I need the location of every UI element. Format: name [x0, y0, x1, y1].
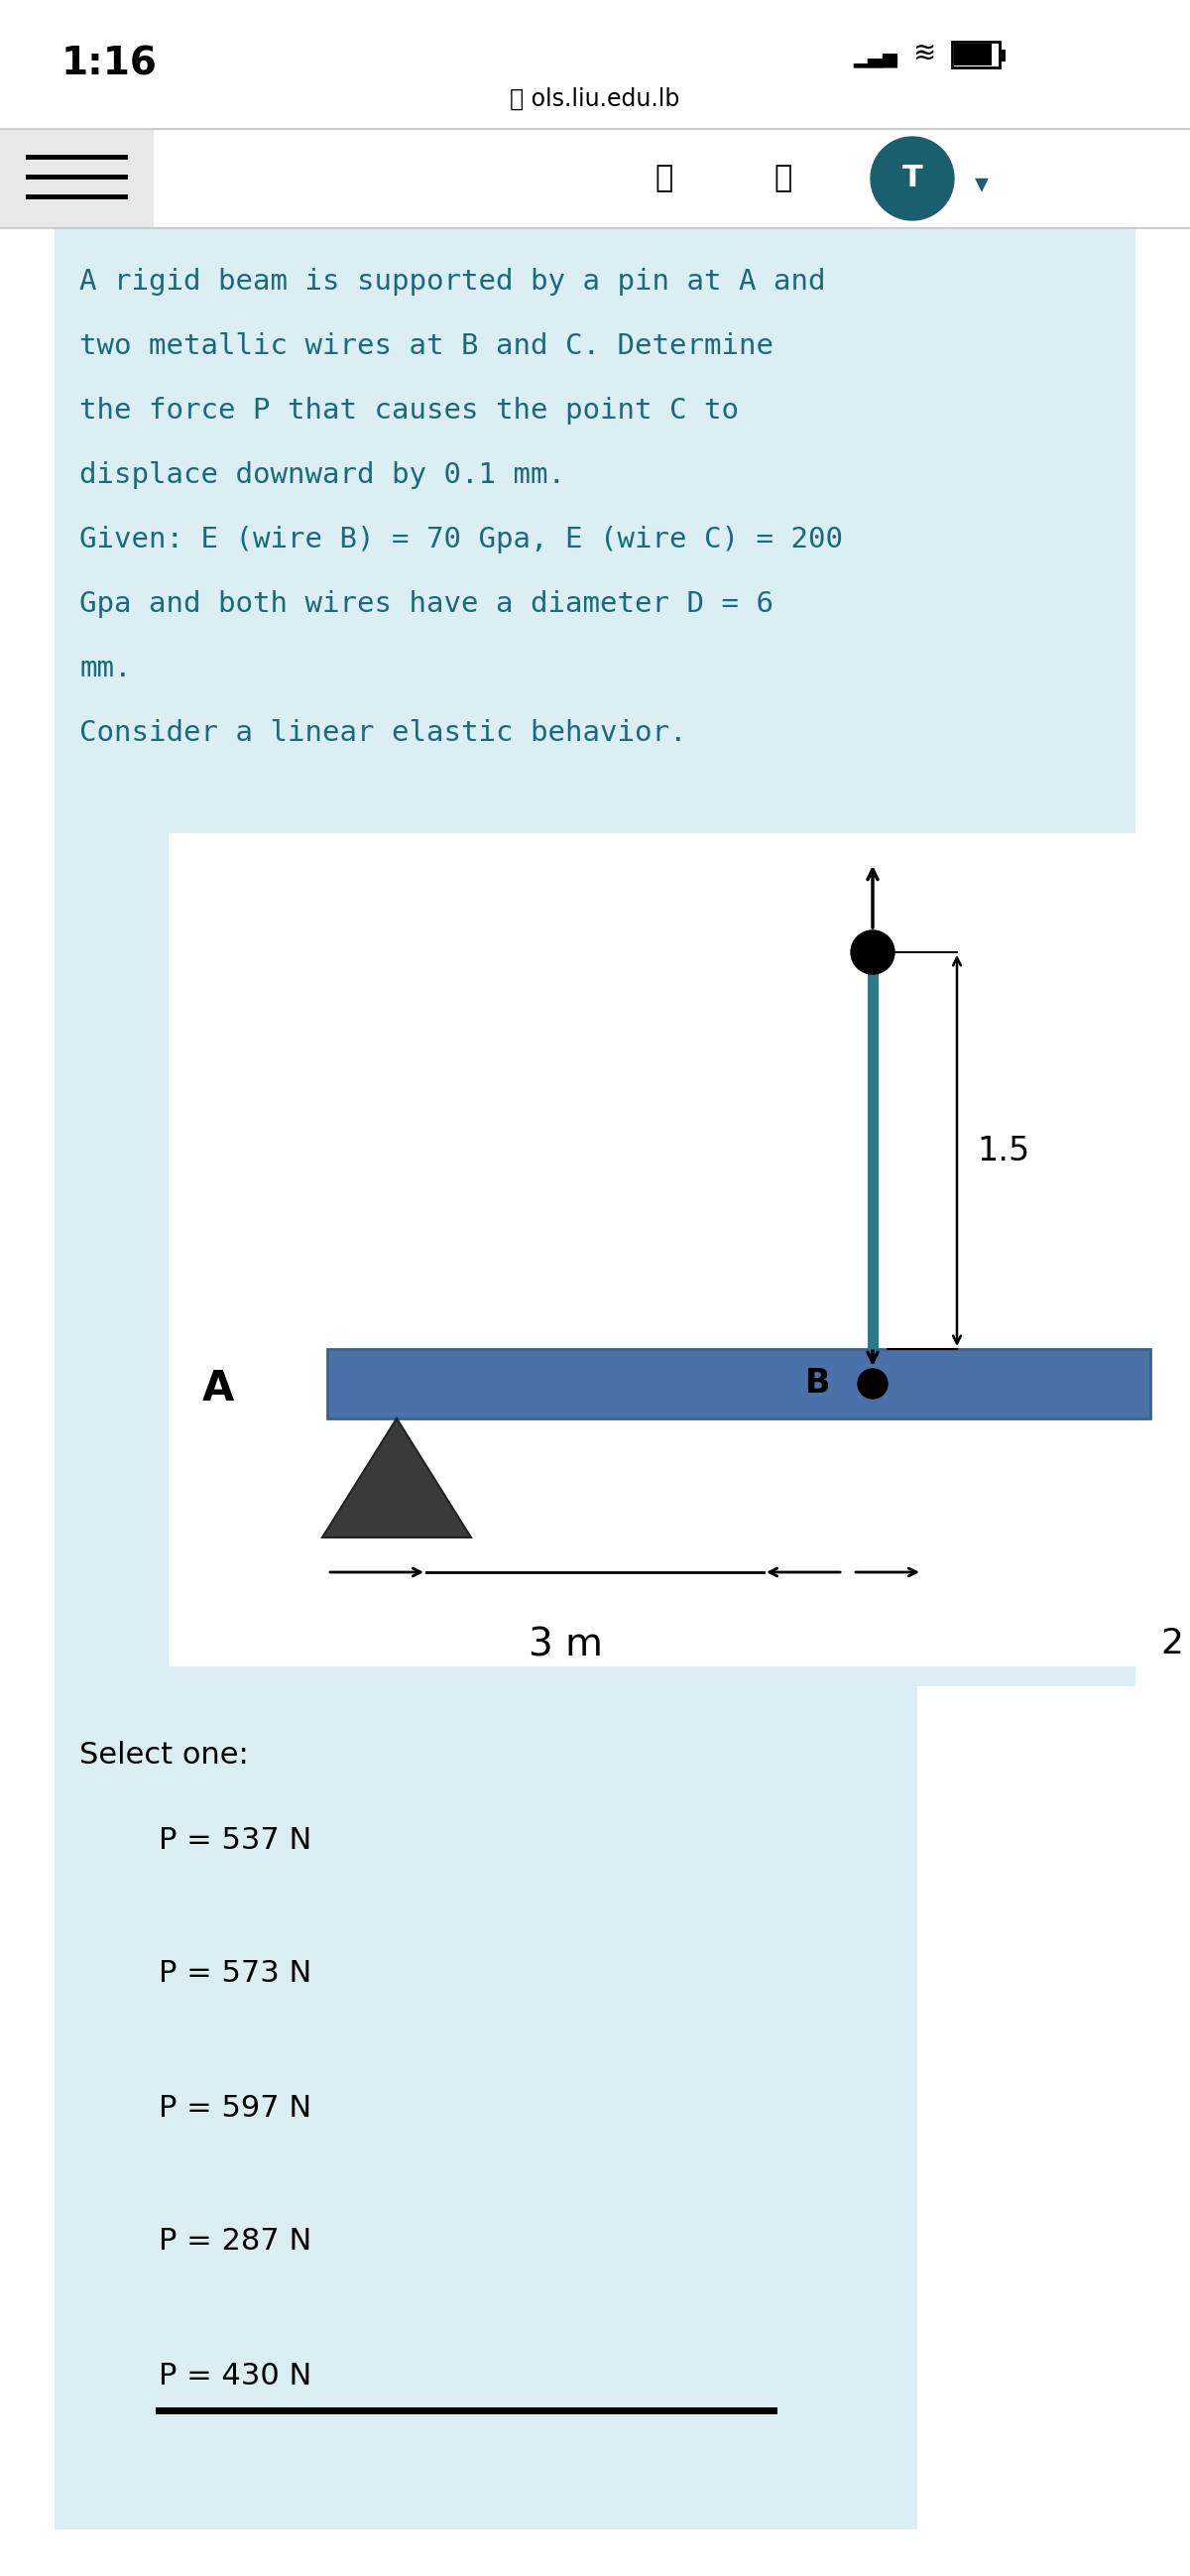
Text: Select one:: Select one:: [80, 1741, 249, 1770]
Polygon shape: [322, 1419, 471, 1538]
Text: P = 537 N: P = 537 N: [158, 1826, 312, 1855]
FancyBboxPatch shape: [327, 1350, 1151, 1419]
Text: P = 287 N: P = 287 N: [158, 2228, 312, 2257]
FancyBboxPatch shape: [954, 44, 991, 64]
Text: P = 597 N: P = 597 N: [158, 2094, 312, 2123]
Text: ▂▄▆: ▂▄▆: [853, 49, 897, 67]
Text: mm.: mm.: [80, 654, 131, 683]
Text: 🔒 ols.liu.edu.lb: 🔒 ols.liu.edu.lb: [511, 88, 679, 111]
Text: Given: E (wire B) = 70 Gpa, E (wire C) = 200: Given: E (wire B) = 70 Gpa, E (wire C) =…: [80, 526, 843, 554]
Text: 1.5: 1.5: [977, 1133, 1029, 1167]
Text: B: B: [806, 1368, 831, 1401]
Text: A: A: [202, 1368, 234, 1409]
Text: ▾: ▾: [975, 170, 989, 198]
FancyBboxPatch shape: [55, 804, 1135, 1687]
Text: two metallic wires at B and C. Determine: two metallic wires at B and C. Determine: [80, 332, 773, 361]
FancyBboxPatch shape: [1000, 49, 1006, 62]
Text: 1:16: 1:16: [62, 46, 157, 82]
Text: Gpa and both wires have a diameter D = 6: Gpa and both wires have a diameter D = 6: [80, 590, 773, 618]
Text: 💬: 💬: [775, 165, 793, 193]
Text: the force P that causes the point C to: the force P that causes the point C to: [80, 397, 739, 425]
Text: 3 m: 3 m: [528, 1625, 602, 1664]
FancyBboxPatch shape: [55, 229, 1135, 804]
Text: 🔔: 🔔: [656, 165, 674, 193]
FancyBboxPatch shape: [0, 129, 154, 229]
Text: 2: 2: [1160, 1625, 1183, 1662]
Circle shape: [858, 1368, 888, 1399]
Text: Consider a linear elastic behavior.: Consider a linear elastic behavior.: [80, 719, 687, 747]
Text: P = 573 N: P = 573 N: [158, 1960, 312, 1989]
FancyBboxPatch shape: [169, 832, 1160, 1667]
Circle shape: [871, 137, 954, 219]
Text: T: T: [902, 165, 922, 193]
Text: displace downward by 0.1 mm.: displace downward by 0.1 mm.: [80, 461, 565, 489]
Text: ≋: ≋: [913, 39, 935, 67]
FancyBboxPatch shape: [55, 1687, 917, 2530]
Text: A rigid beam is supported by a pin at A and: A rigid beam is supported by a pin at A …: [80, 268, 826, 296]
Text: P = 430 N: P = 430 N: [158, 2362, 312, 2391]
Circle shape: [851, 930, 895, 974]
